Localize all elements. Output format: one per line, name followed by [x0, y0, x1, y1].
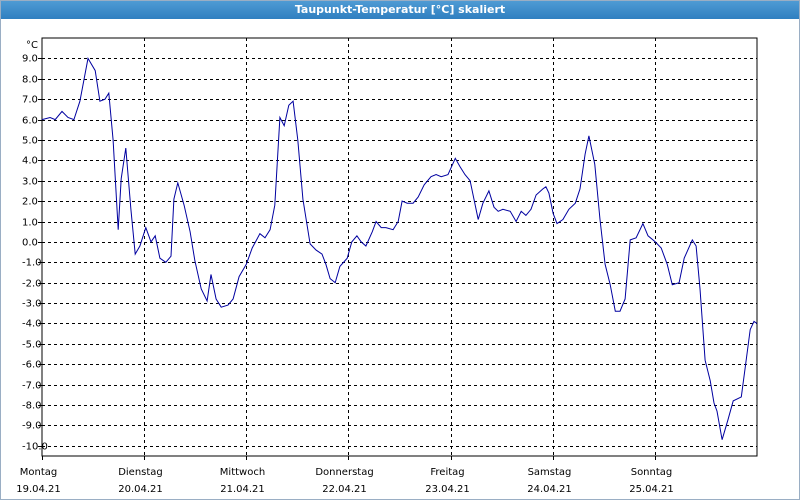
y-tick-label: -7.0	[22, 381, 42, 392]
y-tick-label: -9.0	[22, 421, 42, 432]
x-tick-label: Dienstag	[118, 467, 163, 478]
x-tick-label: Mittwoch	[220, 467, 265, 478]
y-tick-label: 5.0	[22, 136, 38, 147]
x-tick-date: 24.04.21	[527, 484, 572, 495]
y-tick-label: 1.0	[22, 218, 38, 229]
x-tick-date: 21.04.21	[220, 484, 265, 495]
y-tick-label: 2.0	[22, 197, 38, 208]
data-line	[41, 57, 758, 440]
title-bar: Taupunkt-Temperatur [°C] skaliert	[1, 1, 799, 19]
y-tick-label: -3.0	[22, 299, 42, 310]
x-tick-label: Freitag	[430, 467, 464, 478]
y-tick-label: 3.0	[22, 177, 38, 188]
y-tick-label: -2.0	[22, 279, 42, 290]
x-tick-date: 23.04.21	[425, 484, 470, 495]
y-tick-label: 8.0	[22, 75, 38, 86]
y-tick-label: -6.0	[22, 360, 42, 371]
x-tick-date: 19.04.21	[16, 484, 61, 495]
x-tick-date: 20.04.21	[118, 484, 163, 495]
x-tick-date: 25.04.21	[629, 484, 674, 495]
x-tick-label: Sonntag	[631, 467, 673, 478]
y-tick-label: 6.0	[22, 116, 38, 127]
y-tick-label: -4.0	[22, 319, 42, 330]
y-unit: °C	[26, 40, 38, 51]
y-tick-label: -5.0	[22, 340, 42, 351]
x-tick-label: Samstag	[528, 467, 572, 478]
y-tick-label: -1.0	[22, 258, 42, 269]
y-tick-label: -8.0	[22, 401, 42, 412]
y-tick-label: 4.0	[22, 156, 38, 167]
y-tick-label: -10.0	[22, 442, 48, 453]
x-tick-date: 22.04.21	[322, 484, 367, 495]
plot-area	[41, 37, 758, 457]
y-tick-label: 9.0	[22, 54, 38, 65]
y-tick-label: 7.0	[22, 95, 38, 106]
x-tick-label: Montag	[20, 467, 57, 478]
y-tick-label: 0.0	[22, 238, 38, 249]
x-tick-label: Donnerstag	[315, 467, 373, 478]
